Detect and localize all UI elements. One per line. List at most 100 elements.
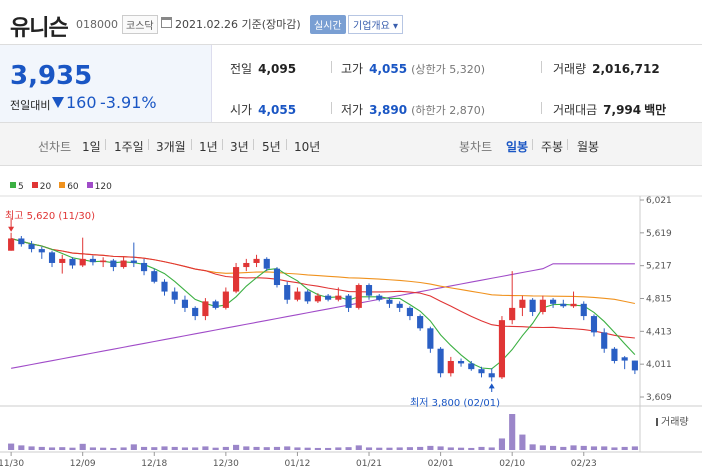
candle-body bbox=[171, 291, 178, 300]
candle-body bbox=[355, 285, 362, 308]
volume-bar bbox=[233, 444, 240, 450]
price-panel: 3,935 전일대비 160 -3.91% bbox=[0, 45, 212, 122]
candle-body bbox=[345, 295, 352, 308]
volume-bar bbox=[590, 446, 598, 450]
candle-daily[interactable]: 일봉 bbox=[506, 140, 529, 154]
legend-swatch bbox=[59, 182, 66, 188]
volume-bar bbox=[427, 445, 434, 450]
volume-bar bbox=[140, 446, 148, 450]
low-annotation: 최저 3,800 (02/01) bbox=[410, 398, 501, 409]
change-value: 160 bbox=[66, 93, 97, 112]
stat-value: 3,890 bbox=[369, 103, 408, 117]
period-1w[interactable]: 1주일 bbox=[114, 140, 144, 154]
stat-high: 고가 4,055 (상한가 5,320) bbox=[341, 60, 485, 77]
volume-label: 거래량 bbox=[656, 413, 689, 428]
candle-body bbox=[273, 268, 281, 286]
realtime-button[interactable]: 실시간 bbox=[310, 15, 346, 34]
volume-bar bbox=[519, 434, 526, 450]
stat-label: 고가 bbox=[341, 62, 364, 76]
volume-bar bbox=[447, 447, 454, 450]
divider bbox=[191, 139, 192, 150]
stat-prev-close: 전일 4,095 bbox=[230, 60, 296, 77]
divider bbox=[105, 139, 106, 150]
candle-body bbox=[192, 307, 199, 317]
volume-bar bbox=[192, 447, 199, 450]
divider bbox=[541, 102, 542, 114]
divider bbox=[541, 61, 542, 73]
period-3m[interactable]: 3개월 bbox=[156, 140, 186, 154]
legend-label: 20 bbox=[39, 182, 52, 192]
down-arrow-icon bbox=[52, 97, 64, 108]
volume-bar bbox=[406, 447, 413, 450]
legend-swatch bbox=[10, 182, 16, 188]
candle-body bbox=[89, 258, 96, 263]
volume-bar bbox=[457, 447, 465, 450]
x-tick-label: 01/21 bbox=[356, 459, 382, 469]
candle-body bbox=[294, 291, 301, 300]
volume-bar bbox=[335, 447, 342, 450]
candle-body bbox=[376, 295, 383, 300]
volume-bar bbox=[550, 445, 557, 450]
volume-bar bbox=[273, 446, 281, 450]
volume-bar bbox=[601, 446, 608, 450]
volume-bar bbox=[396, 447, 403, 450]
period-1y[interactable]: 1년 bbox=[199, 140, 218, 154]
volume-bar bbox=[48, 447, 56, 450]
candle-body bbox=[243, 262, 250, 268]
candle-body bbox=[427, 328, 434, 349]
stat-volume: 거래량 2,016,712 bbox=[553, 60, 660, 77]
candle-body bbox=[509, 307, 516, 321]
volume-bar bbox=[580, 445, 587, 450]
divider bbox=[286, 139, 287, 150]
volume-bar bbox=[18, 445, 25, 450]
period-toolbar: 선차트 1일 1주일 3개월 1년 3년 5년 10년 봉차트 일봉 주봉 월봉 bbox=[0, 122, 702, 166]
candle-monthly[interactable]: 월봉 bbox=[577, 140, 600, 154]
volume-bar bbox=[365, 447, 373, 450]
company-info-dropdown[interactable]: 기업개요 ▾ bbox=[348, 15, 403, 34]
volume-bar bbox=[509, 414, 516, 450]
legend-item-ma20: 20 bbox=[31, 182, 52, 192]
volume-bar bbox=[437, 446, 444, 450]
divider bbox=[148, 139, 149, 150]
low-arrow-icon bbox=[488, 383, 495, 389]
volume-bar bbox=[212, 447, 219, 450]
period-10y[interactable]: 10년 bbox=[294, 140, 321, 154]
upper-limit: (상한가 5,320) bbox=[411, 63, 485, 76]
candle-body bbox=[539, 299, 546, 312]
volume-bar bbox=[253, 446, 260, 450]
market-badge: 코스닥 bbox=[122, 15, 158, 34]
volume-bar bbox=[478, 446, 485, 450]
candle-body bbox=[457, 360, 465, 364]
volume-bar bbox=[376, 447, 383, 450]
candle-body bbox=[406, 307, 413, 317]
period-3y[interactable]: 3년 bbox=[230, 140, 249, 154]
volume-bar bbox=[488, 447, 495, 450]
candle-body bbox=[181, 299, 189, 308]
candle-weekly[interactable]: 주봉 bbox=[541, 140, 564, 154]
stock-code: 018000 bbox=[76, 18, 118, 31]
volume-bar bbox=[59, 447, 66, 450]
candle-body bbox=[314, 295, 321, 302]
ma60-line bbox=[10, 237, 635, 305]
y-tick-label: 4,011 bbox=[646, 360, 672, 370]
candle-body bbox=[263, 258, 270, 269]
period-1d[interactable]: 1일 bbox=[82, 140, 101, 154]
candle-body bbox=[519, 299, 526, 308]
candle-body bbox=[253, 258, 260, 263]
period-5y[interactable]: 5년 bbox=[262, 140, 281, 154]
candle-body bbox=[386, 299, 393, 304]
x-tick-label: 12/18 bbox=[141, 459, 167, 469]
candle-body bbox=[304, 291, 311, 302]
stat-low: 저가 3,890 (하한가 2,870) bbox=[341, 101, 485, 118]
legend-swatch bbox=[31, 182, 38, 188]
stat-label: 시가 bbox=[230, 103, 253, 117]
volume-bar bbox=[151, 447, 158, 450]
volume-bar bbox=[611, 447, 618, 450]
candle-body bbox=[140, 262, 148, 272]
stat-label: 저가 bbox=[341, 103, 364, 117]
volume-bar bbox=[539, 445, 546, 450]
candle-body bbox=[212, 301, 219, 308]
candle-body bbox=[48, 252, 56, 263]
ma120-line bbox=[11, 263, 635, 369]
volume-bar bbox=[89, 447, 96, 450]
